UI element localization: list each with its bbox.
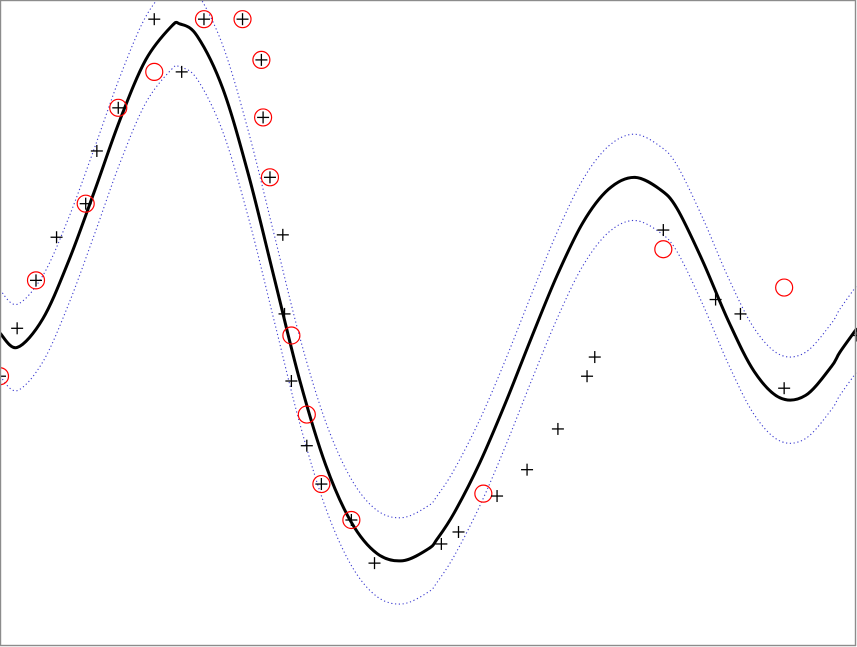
data-point: [276, 228, 289, 241]
data-point: [29, 274, 42, 287]
support-vector-markers: [0, 10, 794, 530]
data-point: [285, 375, 298, 388]
data-point: [588, 351, 601, 364]
support-vector-circle: [253, 108, 273, 127]
data-point: [491, 490, 504, 503]
data-point: [112, 101, 125, 114]
data-point: [175, 65, 188, 78]
data-point: [521, 463, 534, 476]
fit-curve: [0, 20, 857, 563]
data-points: [0, 13, 857, 570]
support-vector-circle: [109, 98, 128, 117]
support-vector-circle: [76, 194, 95, 213]
data-point: [452, 525, 465, 538]
data-point: [79, 197, 92, 210]
support-vector-circle: [654, 240, 673, 259]
data-point: [0, 370, 6, 383]
support-vector-circle: [260, 168, 280, 187]
data-point: [657, 224, 670, 237]
data-point: [263, 171, 276, 184]
data-point: [11, 322, 24, 335]
support-vector-circle: [252, 50, 271, 70]
data-point: [90, 144, 103, 157]
support-vector-circle: [233, 10, 252, 29]
support-vector-circle: [145, 62, 164, 81]
support-vector-circle: [0, 367, 10, 386]
data-point: [148, 13, 161, 26]
support-vector-circle: [297, 405, 316, 424]
support-vector-circle: [775, 278, 794, 297]
data-point: [278, 307, 291, 320]
support-vector-circle: [474, 484, 493, 503]
data-point: [300, 439, 313, 452]
support-vector-circle: [26, 271, 46, 290]
data-point: [778, 382, 791, 395]
data-point: [197, 13, 210, 26]
support-vector-circle: [312, 474, 331, 494]
data-point: [581, 370, 594, 383]
data-point: [734, 307, 747, 320]
data-point: [368, 557, 381, 570]
support-vector-circle: [282, 326, 301, 345]
data-point: [255, 53, 268, 66]
data-point: [709, 293, 722, 306]
support-vector-circle: [194, 10, 214, 29]
data-point: [315, 478, 328, 491]
data-point: [851, 329, 857, 342]
data-point: [551, 422, 564, 435]
data-point: [236, 13, 249, 26]
fit-line: [0, 20, 857, 563]
support-vector-circle: [342, 510, 361, 530]
data-point: [50, 231, 63, 244]
data-point: [435, 537, 448, 550]
data-point: [257, 111, 270, 124]
data-point: [345, 513, 358, 526]
